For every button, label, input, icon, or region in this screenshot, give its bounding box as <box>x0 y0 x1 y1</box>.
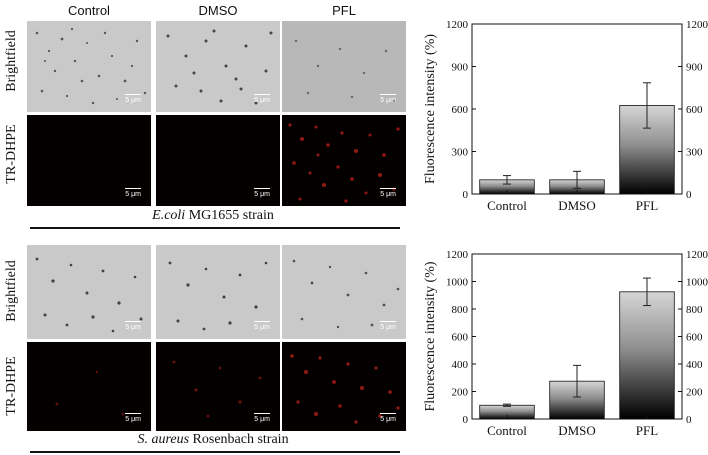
bar-chart-ecoli: 0 0 300 300 600 600 900 900 1200 1200 Control DMSO P… <box>423 19 708 213</box>
strain-caption-ecoli: E.coli MG1655 strain <box>152 208 274 223</box>
caption-underline <box>30 451 400 453</box>
y-axis-label: Fluorescence intensity (%) <box>423 34 438 184</box>
micrograph-fluorescence-pfl-ecoli: 5 μm <box>282 115 406 206</box>
scale-bar-label: 5 μm <box>254 413 270 423</box>
column-label-control: Control <box>68 3 110 18</box>
scale-bar-label: 5 μm <box>125 188 141 198</box>
ytick-label-right: 400 <box>686 359 703 371</box>
row-label-brightfield-top: Brightfield <box>4 30 19 92</box>
ytick-label-right: 200 <box>686 387 703 399</box>
cell-dots <box>168 261 268 331</box>
micrograph-brightfield-control-ecoli: 5 μm <box>27 21 151 112</box>
ytick-label-left: 0 <box>463 189 469 201</box>
bar-chart-saureus: 0 0 200 200 400 400 600 600 800 800 1000 1000 1200 12… <box>423 249 708 438</box>
scale-bar-label: 5 μm <box>125 321 141 331</box>
ytick-label-right: 900 <box>686 62 703 74</box>
cell-dots <box>294 39 396 103</box>
ytick-label-left: 1000 <box>446 277 469 289</box>
scale-bar-label: 5 μm <box>380 413 396 423</box>
scale-bar-label: 5 μm <box>380 94 396 104</box>
caption-underline <box>30 227 400 229</box>
ytick-label-left: 200 <box>452 387 469 399</box>
column-label-dmso: DMSO <box>198 3 238 18</box>
ytick-label-left: 1200 <box>446 19 469 31</box>
ytick-label-right: 600 <box>686 332 703 344</box>
micrograph-fluorescence-control-saureus: 5 μm <box>27 342 151 431</box>
ytick-label-right: 1200 <box>686 249 708 261</box>
scale-bar-label: 5 μm <box>254 94 270 104</box>
strain-caption-saureus: S. aureus Rosenbach strain <box>137 432 289 447</box>
row-label-brightfield-bottom: Brightfield <box>4 260 19 322</box>
xtick-label-control: Control <box>487 198 527 213</box>
ytick-label-right: 0 <box>686 189 692 201</box>
ytick-label-left: 900 <box>452 62 469 74</box>
micrograph-fluorescence-dmso-ecoli: 5 μm <box>156 115 280 206</box>
ytick-label-right: 600 <box>686 104 703 116</box>
scale-bar-label: 5 μm <box>254 321 270 331</box>
fluorescence-spots <box>172 360 262 418</box>
row-label-trdhpe-top: TR-DHPE <box>4 124 19 184</box>
ytick-label-right: 300 <box>686 147 703 159</box>
scale-bar-label: 5 μm <box>380 321 396 331</box>
ytick-label-left: 1200 <box>446 249 469 261</box>
ytick-label-left: 600 <box>452 332 469 344</box>
ytick-label-right: 0 <box>686 414 692 426</box>
ytick-label-right: 1200 <box>686 19 708 31</box>
scale-bar-label: 5 μm <box>125 94 141 104</box>
fluorescence-spots <box>55 370 125 416</box>
xtick-label-dmso: DMSO <box>558 198 596 213</box>
micrograph-fluorescence-dmso-saureus: 5 μm <box>156 342 280 431</box>
ytick-label-right: 1000 <box>686 277 708 289</box>
xtick-label-pfl: PFL <box>636 198 658 213</box>
ytick-label-left: 300 <box>452 147 469 159</box>
ytick-label-left: 400 <box>452 359 469 371</box>
scale-bar-label: 5 μm <box>254 188 270 198</box>
micrograph-brightfield-control-saureus: 5 μm <box>27 245 151 339</box>
scale-bar-label: 5 μm <box>125 413 141 423</box>
scale-bar-label: 5 μm <box>380 188 396 198</box>
cell-dots <box>35 257 143 333</box>
ytick-label-right: 800 <box>686 304 703 316</box>
cell-dots <box>292 259 400 329</box>
column-label-pfl: PFL <box>332 3 356 18</box>
ytick-label-left: 800 <box>452 304 469 316</box>
micrograph-fluorescence-pfl-saureus: 5 μm <box>282 342 406 431</box>
ytick-label-left: 0 <box>463 414 469 426</box>
micrograph-brightfield-pfl-ecoli: 5 μm <box>282 21 406 112</box>
micrograph-brightfield-dmso-ecoli: 5 μm <box>156 21 280 112</box>
ytick-label-left: 600 <box>452 104 469 116</box>
cell-dots <box>166 29 273 105</box>
micrograph-brightfield-pfl-saureus: 5 μm <box>282 245 406 339</box>
fluorescence-spots <box>290 354 400 424</box>
fluorescence-spots <box>288 123 400 203</box>
bar-pfl <box>619 291 675 420</box>
xtick-label-control: Control <box>487 423 527 438</box>
row-label-trdhpe-bottom: TR-DHPE <box>4 356 19 416</box>
xtick-label-pfl: PFL <box>636 423 658 438</box>
xtick-label-dmso: DMSO <box>558 423 596 438</box>
micrograph-brightfield-dmso-saureus: 5 μm <box>156 245 280 339</box>
micrograph-fluorescence-control-ecoli: 5 μm <box>27 115 151 206</box>
y-axis-label: Fluorescence intensity (%) <box>423 261 438 411</box>
cell-dots <box>35 27 147 105</box>
